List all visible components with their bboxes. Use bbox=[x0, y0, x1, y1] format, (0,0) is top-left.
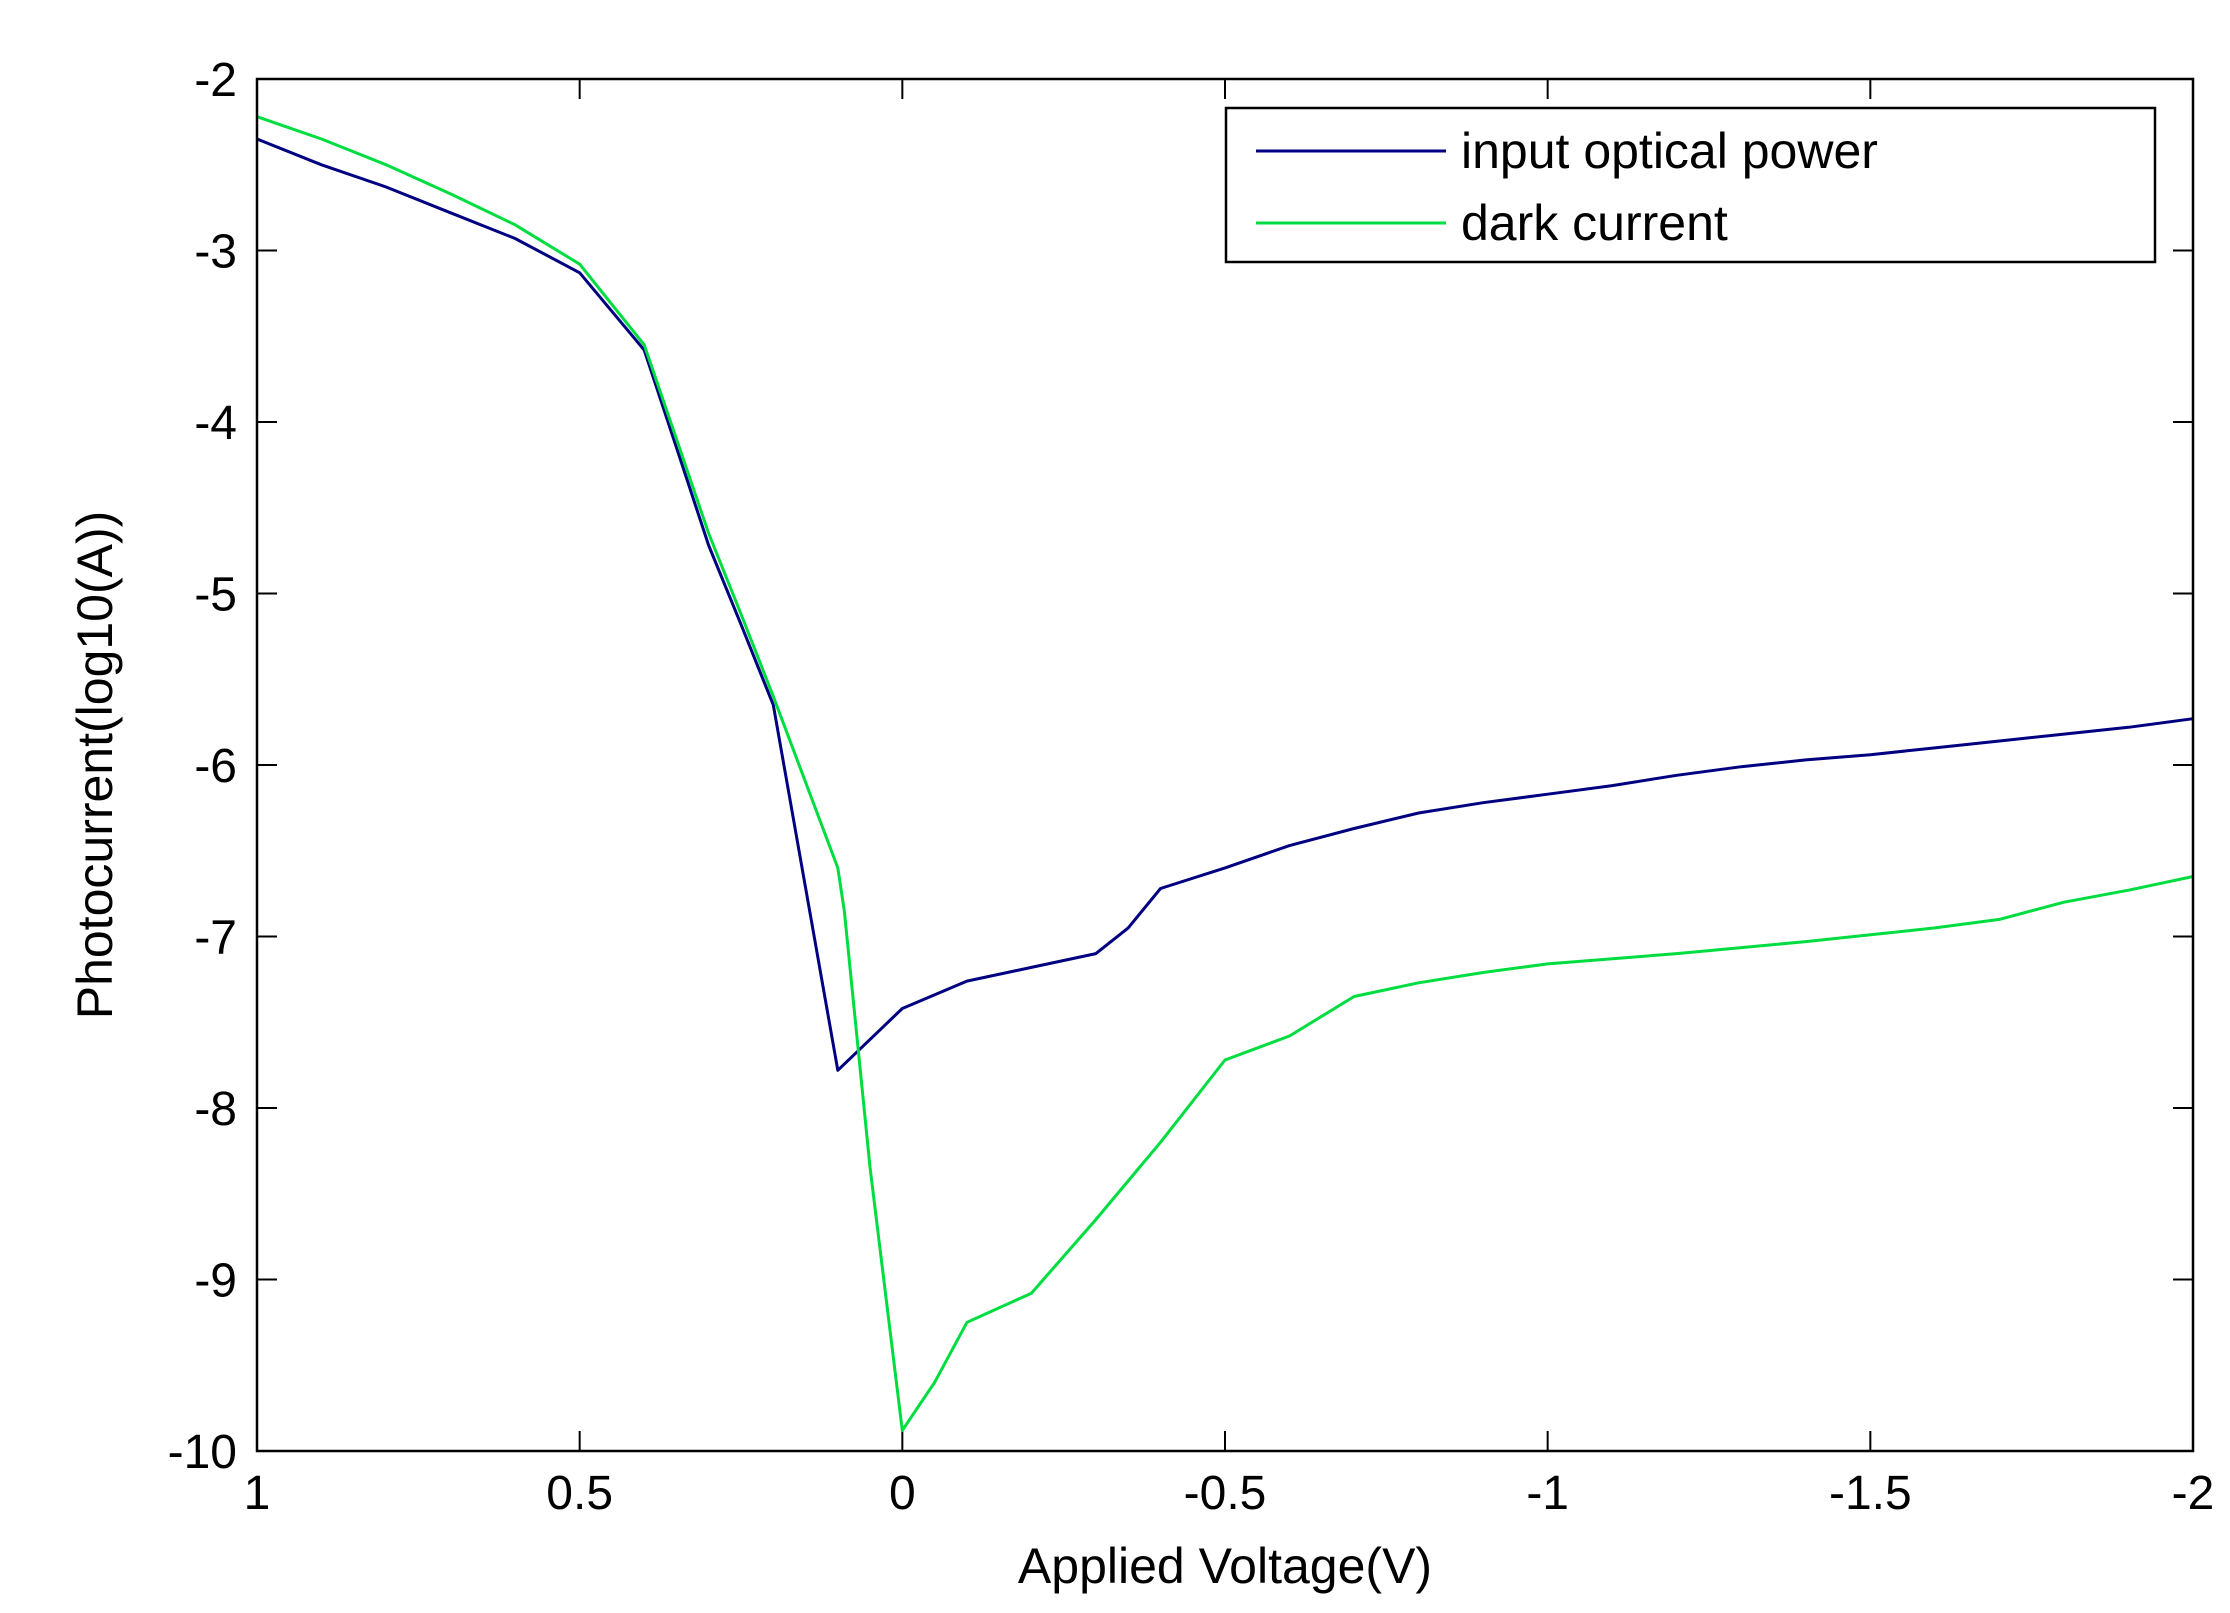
y-tick-label: -2 bbox=[194, 54, 237, 107]
y-tick-label: -8 bbox=[194, 1083, 237, 1136]
legend-label: input optical power bbox=[1461, 123, 1878, 179]
legend-box bbox=[1224, 106, 2157, 264]
legend: input optical power dark current bbox=[1224, 106, 2157, 264]
y-tick-label: -7 bbox=[194, 912, 237, 965]
x-tick-label: -2 bbox=[2172, 1467, 2215, 1520]
x-tick-label: -1 bbox=[1526, 1467, 1569, 1520]
series-line-dark-current bbox=[256, 115, 2194, 1432]
series-line-input-optical-power bbox=[256, 137, 2194, 1072]
y-tick-label: -5 bbox=[194, 569, 237, 622]
y-tick-label: -9 bbox=[194, 1255, 237, 1308]
y-axis-title: Photocurrent(log10(A)) bbox=[67, 511, 123, 1020]
x-tick-label: -0.5 bbox=[1184, 1467, 1267, 1520]
y-tick-label: -3 bbox=[194, 226, 237, 279]
x-tick-label: -1.5 bbox=[1829, 1467, 1912, 1520]
plot-frame bbox=[255, 77, 2195, 1453]
legend-label: dark current bbox=[1461, 195, 1728, 251]
x-tick-label: 0.5 bbox=[546, 1467, 613, 1520]
y-tick-label: -4 bbox=[194, 397, 237, 450]
ticks-layer: 1 0.5 0 -0.5 -1 -1.5 -2 -2 -3 -4 -5 -6 -7 -8 -9 -10 bbox=[168, 54, 2215, 1520]
x-axis-title: Applied Voltage(V) bbox=[1018, 1538, 1432, 1594]
x-tick-label: 0 bbox=[889, 1467, 916, 1520]
x-tick-label: 1 bbox=[244, 1467, 271, 1520]
series-layer bbox=[256, 115, 2194, 1432]
y-tick-label: -10 bbox=[168, 1426, 237, 1479]
y-tick-label: -6 bbox=[194, 740, 237, 793]
